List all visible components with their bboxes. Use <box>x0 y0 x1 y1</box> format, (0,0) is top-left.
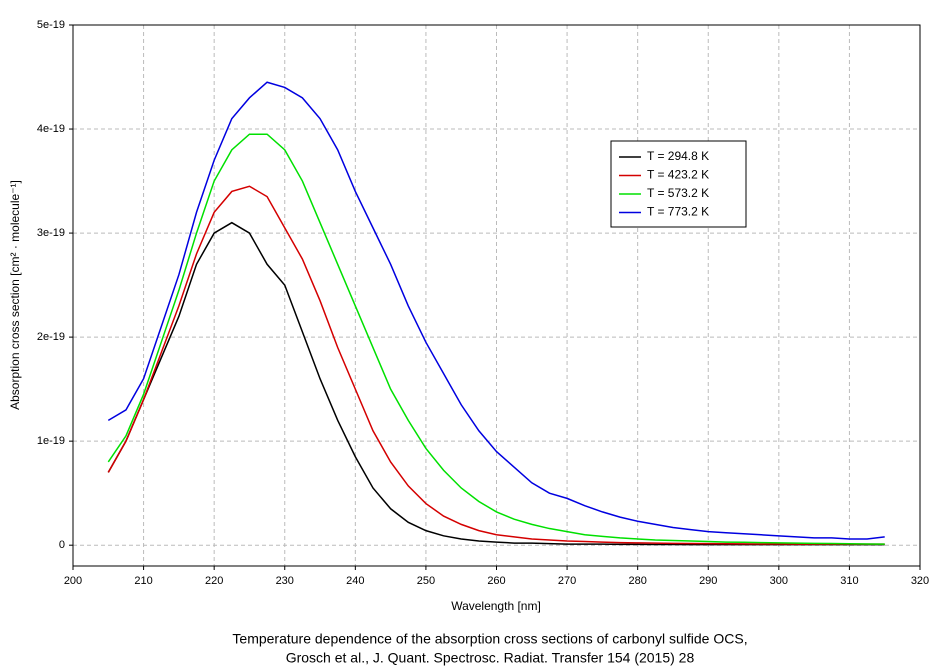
x-tick-label: 200 <box>64 575 82 587</box>
x-tick-label: 290 <box>699 575 717 587</box>
y-tick-label: 0 <box>59 539 65 551</box>
legend-label: T = 773.2 K <box>647 205 709 219</box>
caption-line: Temperature dependence of the absorption… <box>232 631 747 647</box>
legend-label: T = 294.8 K <box>647 149 709 163</box>
y-tick-label: 3e-19 <box>37 227 65 239</box>
legend-label: T = 573.2 K <box>647 186 709 200</box>
y-tick-label: 1e-19 <box>37 435 65 447</box>
x-tick-label: 270 <box>558 575 576 587</box>
x-tick-label: 210 <box>134 575 152 587</box>
data-line <box>107 185 885 545</box>
x-tick-label: 230 <box>276 575 294 587</box>
y-tick-label: 2e-19 <box>37 331 65 343</box>
x-tick-label: 240 <box>346 575 364 587</box>
caption-line: Grosch et al., J. Quant. Spectrosc. Radi… <box>286 650 695 666</box>
data-line <box>107 81 885 540</box>
x-tick-label: 300 <box>770 575 788 587</box>
y-tick-label: 5e-19 <box>37 19 65 31</box>
y-tick-label: 4e-19 <box>37 123 65 135</box>
data-line <box>107 133 885 545</box>
x-tick-label: 280 <box>628 575 646 587</box>
data-line <box>107 221 885 546</box>
plot-frame <box>72 24 921 567</box>
y-axis-label: Absorption cross section [cm² · molecule… <box>8 180 22 410</box>
x-tick-label: 220 <box>205 575 223 587</box>
x-axis-label: Wavelength [nm] <box>451 599 541 613</box>
x-tick-label: 250 <box>417 575 435 587</box>
x-tick-label: 260 <box>487 575 505 587</box>
x-tick-label: 310 <box>840 575 858 587</box>
legend-label: T = 423.2 K <box>647 168 709 182</box>
x-tick-label: 320 <box>911 575 929 587</box>
